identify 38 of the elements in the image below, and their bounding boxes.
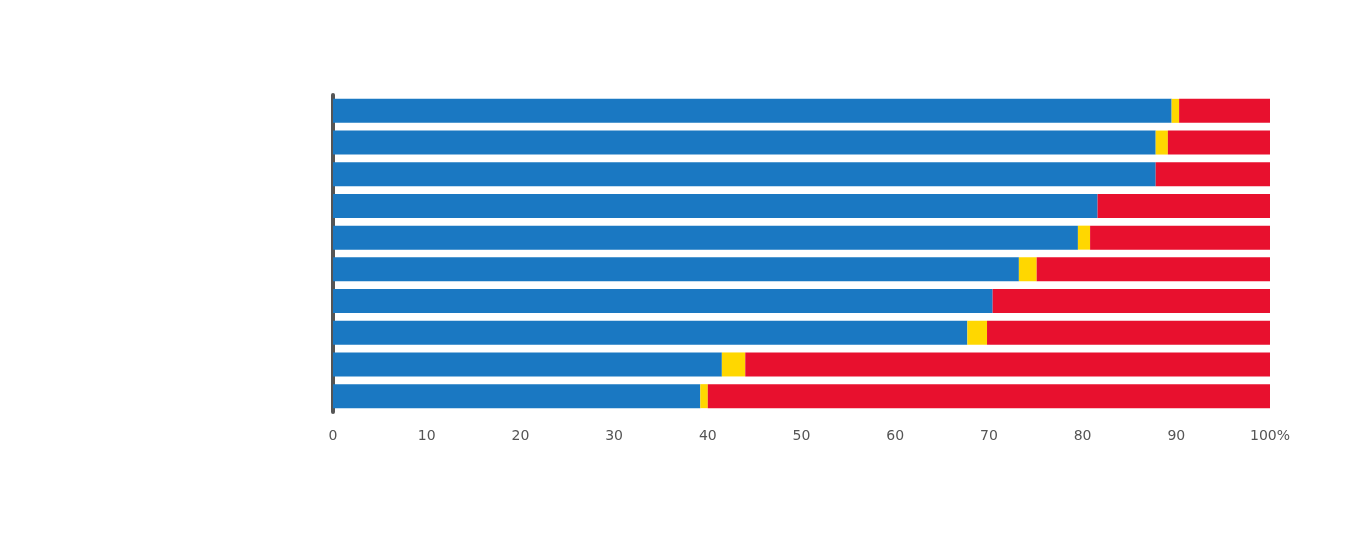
bar bbox=[992, 289, 1270, 314]
bar bbox=[1171, 98, 1180, 123]
bar bbox=[333, 98, 1172, 123]
bar bbox=[333, 320, 968, 345]
x-tick-label: 40 bbox=[698, 427, 717, 443]
bar bbox=[333, 162, 1156, 187]
x-tick-label: 70 bbox=[979, 427, 998, 443]
bar bbox=[1167, 130, 1270, 155]
bar bbox=[707, 384, 1270, 409]
x-tick-label: 100% bbox=[1249, 427, 1291, 443]
bar bbox=[1155, 130, 1168, 155]
x-tick-label: 60 bbox=[886, 427, 905, 443]
x-tick-label: 50 bbox=[792, 427, 811, 443]
x-tick-label: 0 bbox=[328, 427, 338, 443]
bar bbox=[333, 257, 1019, 282]
bar bbox=[1097, 193, 1270, 218]
bar bbox=[1090, 225, 1270, 250]
bar bbox=[745, 352, 1270, 377]
x-tick-label: 30 bbox=[605, 427, 624, 443]
x-tick-label: 90 bbox=[1167, 427, 1186, 443]
bar bbox=[333, 225, 1078, 250]
x-tick-label: 10 bbox=[417, 427, 436, 443]
x-tick-label: 20 bbox=[511, 427, 530, 443]
bar bbox=[333, 289, 993, 314]
bar bbox=[1018, 257, 1037, 282]
bar bbox=[721, 352, 746, 377]
bar bbox=[1036, 257, 1270, 282]
bar bbox=[967, 320, 988, 345]
bar bbox=[333, 384, 701, 409]
bar bbox=[1179, 98, 1270, 123]
bar bbox=[333, 193, 1098, 218]
bar bbox=[700, 384, 708, 409]
bar bbox=[987, 320, 1270, 345]
bar bbox=[333, 352, 722, 377]
bar bbox=[1155, 162, 1270, 187]
bar bbox=[333, 130, 1156, 155]
x-tick-label: 80 bbox=[1073, 427, 1092, 443]
bar bbox=[1077, 225, 1091, 250]
